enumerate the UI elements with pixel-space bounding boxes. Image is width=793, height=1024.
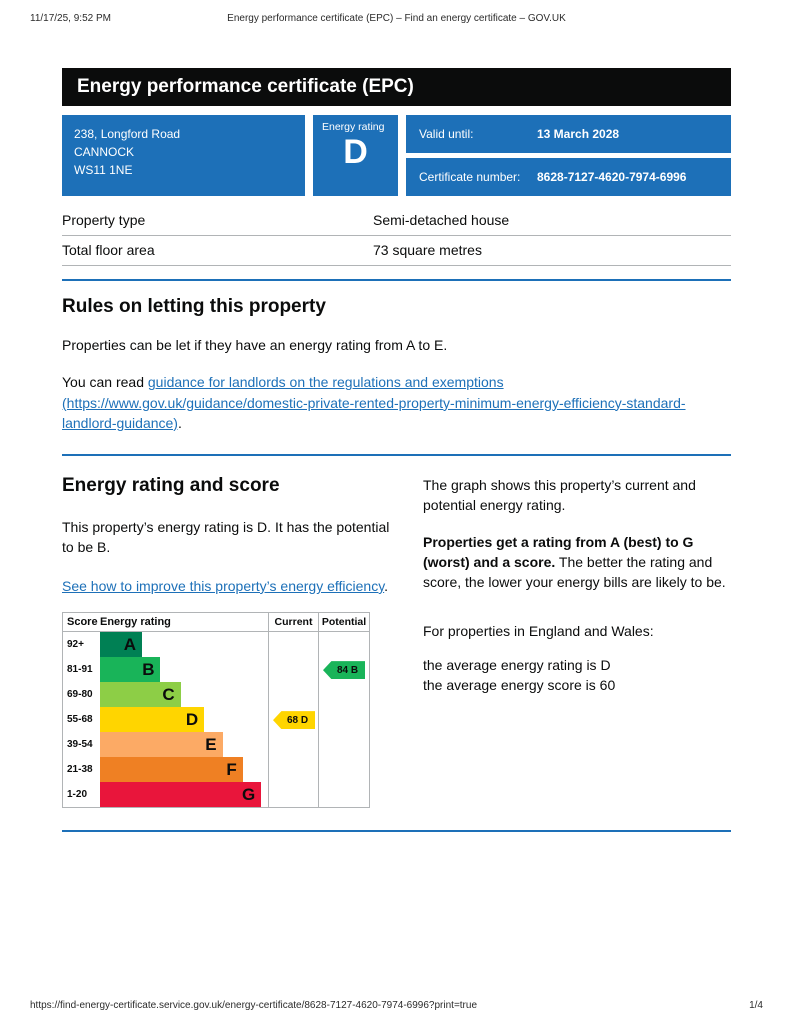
band-row-f: 21-38 F [63, 757, 268, 783]
certificate-summary: 238, Longford Road CANNOCK WS11 1NE Ener… [62, 115, 731, 196]
property-type-value: Semi-detached house [373, 212, 510, 228]
rating-score-column: Energy rating and score This property’s … [62, 475, 390, 809]
band-bar: A [100, 632, 142, 658]
band-row-d: 55-68 D [63, 707, 268, 733]
band-letter: D [185, 709, 199, 729]
band-score-range: 81-91 [67, 664, 93, 676]
energy-rating-graph: Score Energy rating 92+ A 81-91 B 69-80 … [62, 612, 370, 809]
certificate-number-label: Certificate number: [419, 170, 521, 184]
graph-header: Score Energy rating [63, 613, 268, 633]
print-datetime: 11/17/25, 9:52 PM [30, 13, 111, 24]
band-letter: C [162, 684, 175, 704]
band-score-range: 69-80 [67, 689, 93, 701]
average-rating-line: the average energy rating is D [423, 656, 611, 673]
rating-summary-para: This property’s energy rating is D. It h… [62, 519, 390, 556]
print-page-title: Energy performance certificate (EPC) – F… [227, 13, 566, 24]
landlord-guidance-link[interactable]: guidance for landlords on the regulation… [62, 374, 686, 431]
guidance-text-suffix: . [177, 414, 182, 431]
floor-area-value: 73 square metres [373, 242, 482, 258]
graph-explanation-column: The graph shows this property’s current … [423, 475, 731, 808]
certificate-number-box: Certificate number: 8628-7127-4620-7974-… [406, 158, 731, 196]
valid-until-box: Valid until: 13 March 2028 [406, 115, 731, 153]
band-bar: B [100, 657, 161, 683]
band-bar: E [100, 732, 223, 758]
band-bar: C [100, 682, 181, 708]
band-letter: F [226, 759, 237, 779]
improve-efficiency-link[interactable]: See how to improve this property’s energ… [62, 577, 385, 594]
rating-scale-bold: Properties get a rating from A (best) to… [423, 533, 694, 571]
energy-rating-section: Energy rating and score This property’s … [62, 475, 731, 809]
band-letter: A [123, 634, 136, 654]
section-divider [62, 830, 731, 833]
rating-scale-para: Properties get a rating from A (best) to… [423, 532, 731, 593]
energy-rating-header: Energy rating [100, 616, 171, 629]
section-divider [62, 279, 731, 281]
band-letter: E [205, 734, 217, 754]
valid-until-label: Valid until: [419, 127, 474, 141]
letting-rules-section: Rules on letting this property Propertie… [62, 296, 731, 433]
print-url: https://find-energy-certificate.service.… [30, 1000, 478, 1011]
band-row-g: 1-20 G [63, 782, 268, 808]
potential-column: Potential 84 B [319, 613, 369, 807]
potential-rating-tag: 84 B [323, 661, 365, 680]
letting-rules-para: Properties can be let if they have an en… [62, 337, 448, 353]
table-row: Total floor area 73 square metres [62, 236, 731, 266]
valid-until-value: 13 March 2028 [537, 127, 620, 141]
property-type-label: Property type [62, 212, 146, 228]
potential-rating-label: 84 B [336, 664, 359, 676]
band-bar: D [100, 707, 205, 733]
energy-rating-value: D [343, 133, 368, 171]
england-wales-para: For properties in England and Wales: [423, 622, 654, 639]
guidance-text-prefix: You can read [62, 374, 148, 391]
certificate-number-value: 8628-7127-4620-7974-6996 [537, 170, 687, 184]
band-row-c: 69-80 C [63, 682, 268, 708]
landlord-guidance-para: You can read guidance for landlords on t… [62, 372, 731, 433]
energy-rating-label: Energy rating [322, 121, 385, 133]
graph-explainer-para: The graph shows this property’s current … [423, 477, 696, 514]
certificate-page: Energy performance certificate (EPC) 238… [62, 68, 731, 833]
potential-header: Potential [319, 613, 369, 633]
rating-scale-rest: The better the rating and score, the low… [423, 554, 726, 591]
certificate-meta: Valid until: 13 March 2028 Certificate n… [406, 115, 731, 196]
energy-rating-box: Energy rating D [313, 115, 398, 196]
band-score-range: 55-68 [67, 714, 93, 726]
epc-banner: Energy performance certificate (EPC) [62, 68, 731, 106]
property-address: 238, Longford Road CANNOCK WS11 1NE [62, 115, 305, 196]
band-bar: G [100, 782, 262, 808]
letting-rules-heading: Rules on letting this property [62, 296, 326, 317]
band-letter: G [242, 784, 256, 804]
current-header: Current [269, 613, 318, 633]
page-title: Energy performance certificate (EPC) [77, 76, 414, 97]
band-score-range: 21-38 [67, 764, 93, 776]
current-rating-tag: 68 D [273, 711, 315, 730]
band-row-a: 92+ A [63, 632, 268, 658]
floor-area-label: Total floor area [62, 242, 155, 258]
current-column: Current 68 D [269, 613, 319, 808]
property-details-table: Property type Semi-detached house Total … [62, 206, 731, 266]
band-letter: B [142, 659, 155, 679]
average-score-line: the average energy score is 60 [423, 677, 616, 694]
section-divider [62, 454, 731, 457]
improve-suffix: . [384, 577, 389, 594]
address-line-1: 238, Longford Road [74, 127, 181, 141]
band-score-range: 1-20 [67, 789, 88, 801]
address-line-2: CANNOCK [74, 145, 135, 159]
averages-para: the average energy rating is D the averag… [423, 655, 731, 696]
current-rating-label: 68 D [286, 714, 309, 726]
browser-print-footer: https://find-energy-certificate.service.… [30, 1000, 763, 1011]
browser-print-header: 11/17/25, 9:52 PM Energy performance cer… [0, 13, 793, 24]
rating-bands: Score Energy rating 92+ A 81-91 B 69-80 … [63, 613, 269, 808]
score-header: Score [67, 616, 98, 629]
print-page-indicator: 1/4 [749, 1000, 763, 1011]
band-score-range: 39-54 [67, 739, 93, 751]
improve-para: See how to improve this property’s energ… [62, 576, 390, 596]
rating-score-heading: Energy rating and score [62, 475, 280, 497]
table-row: Property type Semi-detached house [62, 206, 731, 236]
band-bar: F [100, 757, 243, 783]
band-row-b: 81-91 B [63, 657, 268, 683]
address-line-3: WS11 1NE [74, 163, 133, 177]
band-score-range: 92+ [67, 639, 84, 651]
band-row-e: 39-54 E [63, 732, 268, 758]
